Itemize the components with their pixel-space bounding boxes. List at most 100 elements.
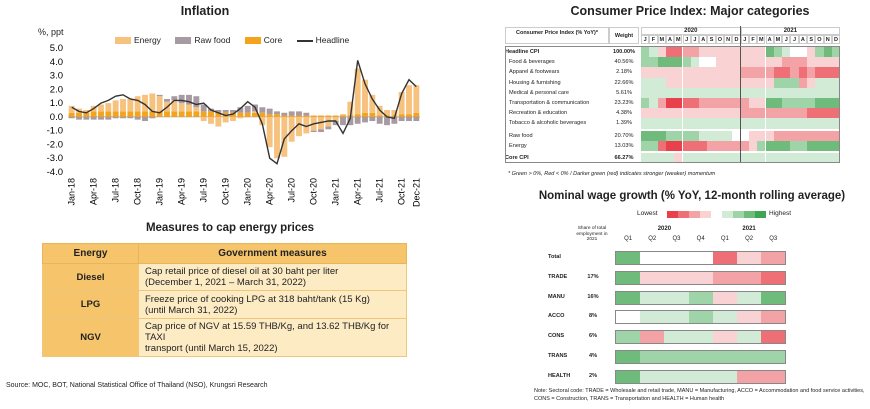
bar-core	[120, 111, 126, 117]
wage-cell	[712, 311, 737, 324]
cpi-cell	[699, 57, 708, 68]
bar-core	[303, 115, 310, 117]
cpi-cell	[757, 67, 766, 78]
cpi-cell	[657, 153, 666, 164]
bar-energy	[200, 116, 207, 122]
cpi-cell	[790, 57, 799, 68]
cpi-cell	[699, 130, 708, 141]
cpi-row-name: Headline CPI	[505, 49, 540, 55]
cpi-cell	[682, 47, 691, 58]
cpi-cell	[740, 153, 749, 164]
cpi-cell	[715, 118, 724, 129]
cpi-cell	[773, 47, 783, 58]
bar-core	[369, 112, 376, 117]
y-tick-label: -4.0	[47, 167, 63, 178]
cpi-cell	[649, 98, 658, 109]
cpi-cell	[790, 87, 799, 98]
cpi-cell	[682, 130, 691, 141]
wage-scale-swatch	[667, 211, 678, 218]
cpi-cell	[831, 87, 841, 98]
cpi-cell	[665, 57, 675, 68]
legend-energy-label: Energy	[134, 35, 161, 45]
cpi-cell	[790, 140, 799, 151]
cpi-cell	[707, 98, 716, 109]
cpi-month-label: J	[740, 35, 749, 44]
y-tick-label: 4.0	[50, 57, 63, 68]
cpi-cell	[823, 98, 832, 109]
bar-raw-food	[76, 116, 82, 120]
cpi-cell	[798, 130, 807, 141]
cpi-cell	[740, 67, 749, 78]
bar-energy	[112, 100, 119, 112]
cpi-cell	[690, 57, 700, 68]
cpi-cell	[657, 67, 666, 78]
wage-cell	[616, 271, 641, 284]
cpi-month-label: N	[724, 35, 733, 44]
cpi-cell	[815, 87, 824, 98]
wage-quarter-label: Q2	[745, 236, 754, 242]
cpi-cell	[831, 98, 841, 109]
cpi-row-name: Raw food	[509, 132, 533, 139]
bar-energy	[171, 100, 178, 112]
bar-core	[406, 114, 412, 117]
cpi-cell	[690, 87, 700, 98]
bar-core	[376, 115, 383, 117]
cpi-cell	[665, 130, 675, 141]
wage-cell	[640, 331, 665, 344]
bar-energy	[332, 116, 339, 122]
bar-energy	[274, 116, 280, 159]
cpi-cell	[823, 67, 832, 78]
bar-energy	[208, 116, 214, 124]
cpi-cell	[641, 87, 650, 98]
cpi-cell	[657, 87, 666, 98]
x-tick-label: Jul-20	[287, 178, 297, 203]
wage-scale-swatch	[711, 211, 722, 218]
cpi-row-weight: 13.03%	[614, 142, 634, 149]
bar-raw-food	[406, 116, 412, 122]
cpi-cell	[773, 153, 783, 164]
cpi-cell	[757, 140, 766, 151]
cpi-cell	[748, 108, 758, 119]
y-tick-label: 5.0	[50, 43, 63, 54]
cpi-cell	[807, 87, 816, 98]
cpi-month-label: M	[674, 35, 683, 44]
cpi-cell	[831, 130, 841, 141]
wage-heatmap: Share of total employment in 2021 2020 202…	[548, 226, 796, 386]
cpi-cell	[823, 118, 832, 129]
cpi-cell	[707, 67, 716, 78]
cpi-cell	[674, 98, 683, 109]
cpi-cell	[724, 57, 733, 68]
cpi-cell	[690, 153, 700, 164]
wage-quarter-label: Q4	[696, 236, 705, 242]
cpi-cell	[748, 57, 758, 68]
wage-cell	[664, 271, 689, 284]
cpi-row-weight: 23.23%	[614, 100, 634, 106]
cpi-cell	[715, 57, 724, 68]
cpi-cell	[674, 153, 683, 164]
bar-energy	[369, 94, 376, 113]
cpi-row-name: Core CPI	[505, 155, 529, 161]
measures-col-energy: Energy	[42, 243, 139, 264]
x-tick-label: Jan-19	[155, 178, 165, 206]
wage-row-name: CONS	[548, 333, 565, 340]
cpi-cell	[782, 118, 791, 129]
cpi-cell	[674, 130, 683, 141]
bar-raw-food	[230, 110, 236, 113]
cpi-month-label: M	[757, 35, 766, 44]
cpi-cell	[807, 47, 816, 58]
measure-description: Cap retail price of diesel oil at 30 bah…	[138, 263, 407, 291]
bar-energy	[186, 104, 192, 112]
cpi-cell	[732, 87, 741, 98]
cpi-cell	[682, 153, 691, 164]
cpi-month-label: D	[732, 35, 741, 44]
cpi-cell	[641, 67, 650, 78]
cpi-cell	[724, 87, 733, 98]
cpi-cell	[740, 57, 749, 68]
cpi-cell	[757, 77, 766, 88]
bar-raw-food	[105, 116, 112, 120]
cpi-cell	[732, 153, 741, 164]
cpi-cell	[765, 77, 774, 88]
cpi-cell	[823, 47, 832, 58]
bar-raw-food	[112, 116, 119, 119]
wage-cell	[737, 351, 762, 363]
